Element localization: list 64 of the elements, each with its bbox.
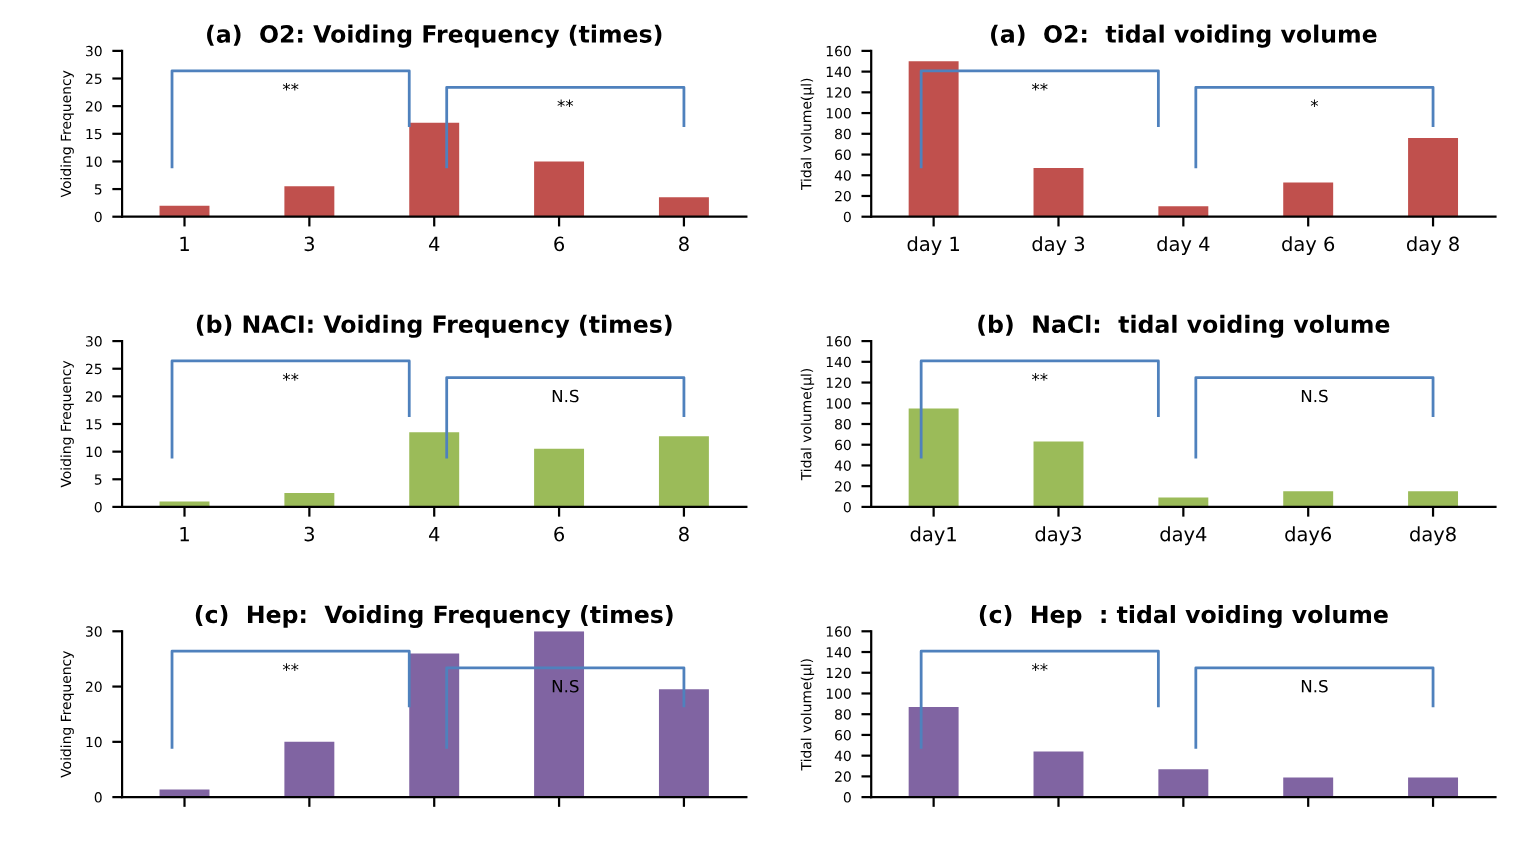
bar — [658, 689, 709, 798]
bar — [534, 448, 585, 507]
bar — [1158, 206, 1209, 217]
x-tick-label: day 4 — [1157, 236, 1210, 255]
chart-title: (a) O2: Voiding Frequency (times) — [207, 24, 662, 48]
annotation: ** — [282, 663, 299, 671]
x-tick-label: day1 — [910, 526, 956, 546]
bar — [1283, 777, 1334, 798]
x-tick-label: 4 — [428, 236, 440, 251]
x-tick-label: 6 — [554, 526, 565, 542]
annotation: ** — [1031, 373, 1048, 381]
x-tick-label: 4 — [428, 526, 440, 542]
annotation: ** — [1031, 82, 1048, 91]
bar — [1283, 182, 1334, 217]
annotation: ** — [282, 373, 299, 381]
annotation: * — [1310, 99, 1319, 108]
chart-title: (c) Hep : tidal voiding volume — [979, 605, 1388, 629]
x-tick-label: day8 — [1410, 526, 1456, 546]
annotation: N.S — [1301, 389, 1328, 403]
x-tick-label: 8 — [679, 236, 689, 252]
chart-title: (b) NaCl: tidal voiding volume — [978, 314, 1390, 338]
bar — [284, 741, 335, 798]
bar — [908, 408, 959, 507]
bar — [1408, 491, 1459, 507]
bar — [409, 122, 460, 217]
bar — [284, 493, 335, 507]
x-tick-label: 8 — [679, 526, 689, 542]
annotation: ** — [282, 82, 299, 91]
chart-title: (b) NACI: Voiding Frequency (times) — [196, 314, 672, 338]
x-tick-label: 6 — [554, 236, 565, 252]
annotation: ** — [1031, 663, 1048, 671]
annotation: N.S — [1301, 679, 1328, 693]
bar — [658, 436, 709, 507]
x-tick-label: 3 — [304, 236, 314, 252]
x-tick-label: day6 — [1285, 526, 1332, 546]
annotation: ** — [557, 99, 574, 108]
x-tick-label: day 1 — [907, 236, 959, 255]
annotation: N.S — [552, 679, 579, 693]
bar — [1408, 137, 1459, 217]
bar — [1408, 777, 1459, 798]
bar — [1283, 491, 1334, 507]
bar — [908, 706, 959, 798]
bar — [409, 432, 460, 507]
bar — [1158, 769, 1209, 798]
bar — [1033, 441, 1084, 507]
bar — [534, 631, 585, 798]
x-tick-label: 3 — [304, 526, 314, 542]
x-tick-label: day 8 — [1406, 236, 1459, 255]
x-tick-label: 1 — [180, 526, 189, 542]
chart-title: (a) O2: tidal voiding volume — [991, 24, 1377, 48]
chart-title: (c) Hep: Voiding Frequency (times) — [195, 605, 673, 629]
x-tick-label: day 3 — [1032, 236, 1085, 255]
x-tick-label: day 6 — [1282, 236, 1335, 255]
x-tick-label: day4 — [1160, 526, 1207, 546]
bar — [908, 61, 959, 217]
annotation: N.S — [552, 389, 579, 403]
x-tick-label: day3 — [1035, 526, 1081, 546]
bar — [284, 186, 335, 217]
bar — [534, 161, 585, 217]
x-tick-label: 1 — [180, 236, 189, 251]
bar — [409, 653, 460, 798]
bar — [658, 197, 709, 217]
bar — [1033, 168, 1084, 217]
bar — [1033, 751, 1084, 798]
